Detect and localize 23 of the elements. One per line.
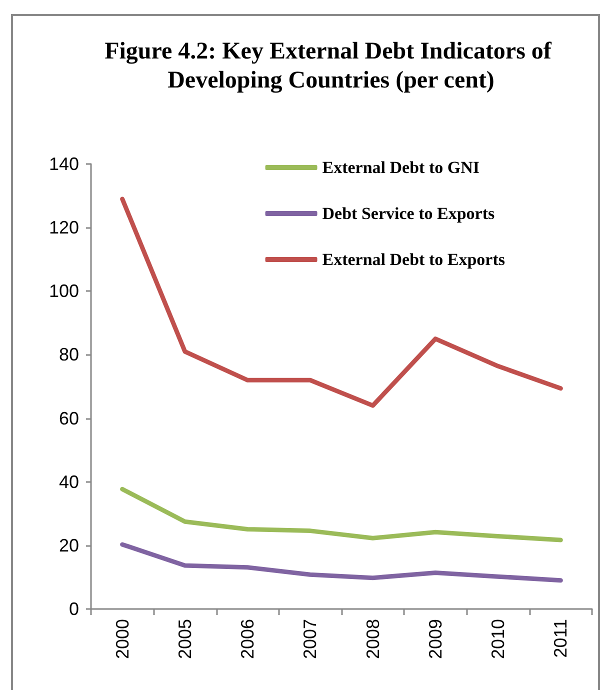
y-tick-label: 100 xyxy=(48,281,79,302)
x-tick-label: 2005 xyxy=(174,619,195,660)
legend-label: Debt Service to Exports xyxy=(322,204,495,223)
y-tick-label: 80 xyxy=(58,344,79,365)
y-tick-label: 20 xyxy=(58,535,79,556)
legend-label: External Debt to GNI xyxy=(322,158,480,177)
line-series xyxy=(120,542,563,583)
y-tick-label: 0 xyxy=(68,599,79,619)
y-tick-label: 60 xyxy=(58,408,79,428)
x-tick-label: 2008 xyxy=(362,619,383,660)
chart-title: Figure 4.2: Key External Debt Indicators of Developing Countries (per cent) xyxy=(104,38,558,94)
y-tick-label: 120 xyxy=(48,218,79,238)
x-tick-label: 2006 xyxy=(238,619,258,660)
line-series xyxy=(120,486,563,542)
x-tick-label: 2010 xyxy=(488,619,508,660)
legend-label: External Debt to Exports xyxy=(322,250,506,269)
y-tick-label: 140 xyxy=(48,154,79,174)
x-tick-label: 2011 xyxy=(550,619,571,658)
y-tick-label: 40 xyxy=(58,472,79,492)
x-tick-label: 2000 xyxy=(112,619,132,660)
line-series xyxy=(120,196,563,408)
x-tick-label: 2007 xyxy=(300,619,320,660)
x-tick-label: 2009 xyxy=(425,619,446,660)
